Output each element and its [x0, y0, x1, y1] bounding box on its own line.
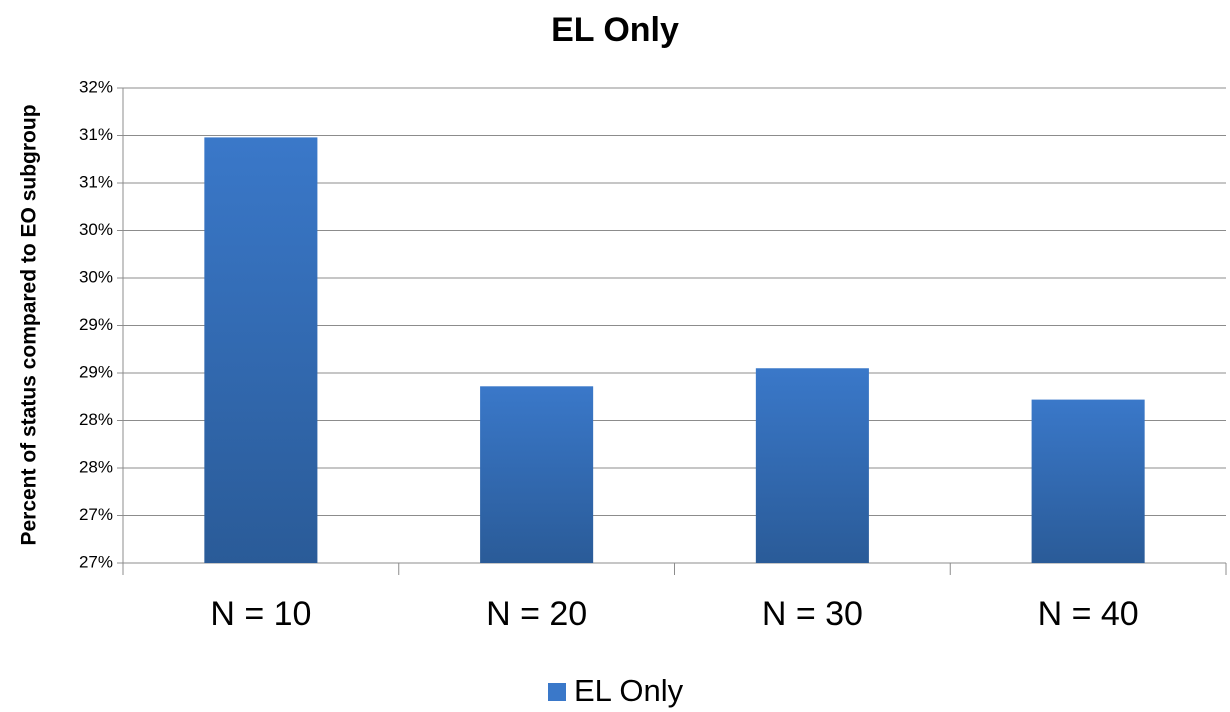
bar: [1031, 399, 1145, 563]
x-tick-label: N = 10: [210, 595, 311, 633]
y-tick-label: 29%: [79, 362, 113, 381]
y-tick-label: 30%: [79, 220, 113, 239]
x-tick-label: N = 30: [762, 595, 863, 633]
y-tick-label: 28%: [79, 410, 113, 429]
y-tick-label: 27%: [79, 505, 113, 524]
bar: [755, 368, 869, 563]
y-tick-label: 28%: [79, 457, 113, 476]
bar: [204, 137, 318, 563]
chart-title: EL Only: [551, 11, 679, 49]
y-tick-label: 27%: [79, 552, 113, 571]
y-tick-label: 31%: [79, 172, 113, 191]
y-tick-label: 32%: [79, 77, 113, 96]
y-axis-label: Percent of status compared to EO subgrou…: [18, 104, 41, 545]
x-tick-label: N = 40: [1038, 595, 1139, 633]
bar: [480, 386, 594, 563]
x-tick-label: N = 20: [486, 595, 587, 633]
y-tick-label: 29%: [79, 315, 113, 334]
legend-swatch: [548, 683, 566, 701]
y-tick-label: 31%: [79, 125, 113, 144]
legend-label: EL Only: [574, 673, 684, 708]
y-tick-label: 30%: [79, 267, 113, 286]
